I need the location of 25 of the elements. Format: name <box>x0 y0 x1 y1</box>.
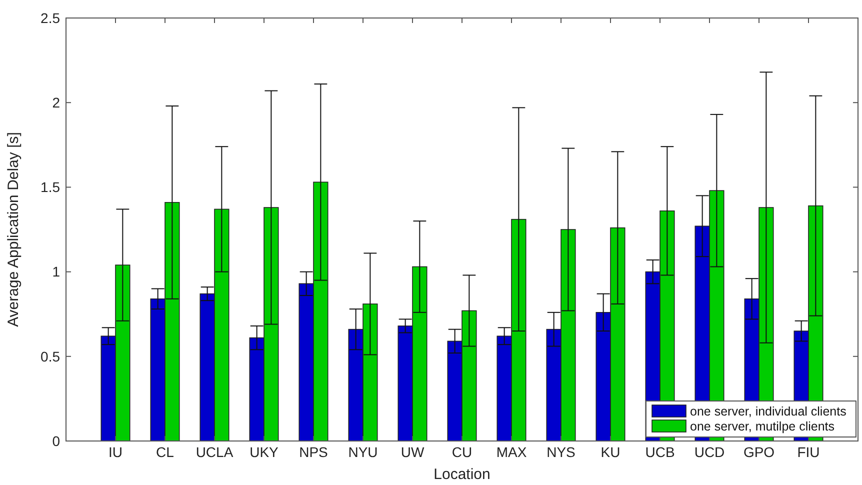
y-tick-label: 0.5 <box>40 348 60 364</box>
x-tick-label: NYS <box>546 444 576 460</box>
x-tick-label: MAX <box>496 444 528 460</box>
x-tick-label: UCLA <box>196 444 234 460</box>
y-tick-label: 0 <box>52 432 60 449</box>
x-tick-label: CL <box>156 444 174 460</box>
x-tick-label: UCB <box>645 444 675 460</box>
x-tick-label: UW <box>400 444 425 460</box>
y-tick-label: 1.5 <box>40 179 60 196</box>
x-tick-label: UKY <box>250 444 280 460</box>
x-tick-label: KU <box>600 444 620 460</box>
y-axis-title: Average Application Delay [s] <box>5 132 22 327</box>
y-tick-label: 1 <box>52 264 60 280</box>
legend-label: one server, mutilpe clients <box>690 419 835 434</box>
x-tick-label: IU <box>108 444 122 460</box>
x-tick-label: NYU <box>348 444 378 460</box>
y-tick-label: 2.5 <box>40 10 60 26</box>
x-tick-label: NPS <box>299 444 328 460</box>
x-tick-label: FIU <box>797 444 820 460</box>
x-axis-title: Location <box>434 466 490 483</box>
x-tick-label: GPO <box>743 444 775 460</box>
x-tick-label: UCD <box>694 444 725 460</box>
x-tick-label: CU <box>452 444 472 460</box>
legend-label: one server, individual clients <box>690 404 846 418</box>
y-tick-label: 2 <box>52 94 60 110</box>
